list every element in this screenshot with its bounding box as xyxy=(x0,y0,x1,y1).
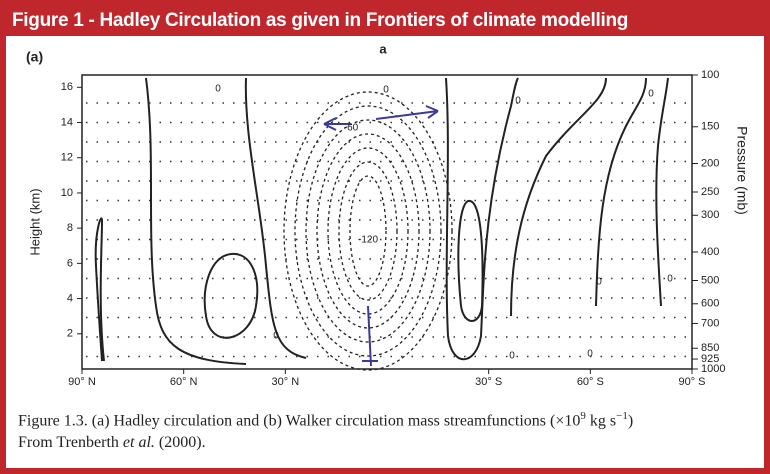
contour-label: 0 xyxy=(515,96,521,107)
y2-axis-title: Pressure (mb) xyxy=(734,126,750,215)
contour-label: 0 xyxy=(587,349,593,360)
hadley-cell xyxy=(283,91,453,371)
y-tick-label: 4 xyxy=(67,292,73,304)
caption-text: From Trenberth xyxy=(18,434,123,451)
plot-frame xyxy=(81,74,693,370)
caption-close: ) xyxy=(627,412,634,430)
contour-label: 0 xyxy=(596,277,602,288)
y2-tick-label: 250 xyxy=(701,186,719,198)
header-title: Figure 1 - Hadley Circulation as given i… xyxy=(6,6,764,36)
wind-dots xyxy=(86,102,688,358)
contour-loop xyxy=(283,91,453,371)
contour-loop xyxy=(294,105,442,357)
y2-tick-label: 200 xyxy=(701,157,719,169)
contour-label: -120 xyxy=(358,235,378,246)
y-tick-label: 2 xyxy=(67,328,73,340)
top-mark: a xyxy=(379,41,387,56)
x-tick-label: 60° N xyxy=(170,376,198,388)
caption-exponent: −1 xyxy=(616,410,628,422)
contours xyxy=(94,77,669,365)
x-tick-label: 90° S xyxy=(678,376,705,388)
y-tick-label: 14 xyxy=(61,116,73,128)
y2-tick-label: 1000 xyxy=(701,363,725,375)
x-tick-label: 30° S xyxy=(475,376,502,388)
contour-label: 0 xyxy=(509,351,515,362)
y-tick-label: 16 xyxy=(61,81,73,93)
y2-tick-label: 850 xyxy=(701,342,719,354)
contour-loop xyxy=(349,175,387,287)
caption-line-2: From Trenberth et al. (2000). xyxy=(18,434,206,452)
y2-tick-label: 300 xyxy=(701,209,719,221)
panel-label: (a) xyxy=(26,49,43,65)
chart: 2 4 6 8 10 12 14 16 100 150 200 250 300 400 500 600 700 8… xyxy=(26,41,750,388)
y-axis-title: Height (km) xyxy=(27,188,42,255)
caption-italic: et al. xyxy=(122,434,155,451)
y2-tick-label: 925 xyxy=(701,353,719,365)
caption-unit: kg s xyxy=(585,412,617,430)
x-tick-label: 30° N xyxy=(272,376,300,388)
x-tick-label: 90° N xyxy=(68,376,96,388)
x-tick-label: 60° S xyxy=(577,376,604,388)
caption-line-1: Figure 1.3. (a) Hadley circulation and (… xyxy=(18,410,633,430)
caption-text: Figure 1.3. (a) Hadley circulation and (… xyxy=(18,412,581,430)
y-tick-label: 6 xyxy=(67,257,73,269)
y-tick-label: 8 xyxy=(67,222,73,234)
hand-marks xyxy=(323,105,439,367)
caption-text: (2000). xyxy=(154,434,206,451)
contour-loop xyxy=(305,119,431,343)
y2-tick-label: 700 xyxy=(701,317,719,329)
contour-label: 0 xyxy=(273,331,279,342)
y2-tick-label: 100 xyxy=(701,69,719,81)
y2-tick-label: 600 xyxy=(701,298,719,310)
y-tick-label: 12 xyxy=(61,152,73,164)
y-tick-label: 10 xyxy=(61,187,73,199)
contour-loop xyxy=(327,147,409,315)
contour-label: 0 xyxy=(667,274,673,285)
caption-exponent: 9 xyxy=(580,410,586,422)
y2-tick-label: 400 xyxy=(701,246,719,258)
contour-loop xyxy=(316,133,420,329)
y2-tick-label: 150 xyxy=(701,121,719,133)
contour-label: -60 xyxy=(344,123,359,134)
contour-label: 0 xyxy=(215,84,221,95)
y2-tick-label: 500 xyxy=(701,274,719,286)
contour-label: 0 xyxy=(648,89,654,100)
contour-label: 0 xyxy=(383,85,389,96)
contour-loop xyxy=(338,161,398,301)
